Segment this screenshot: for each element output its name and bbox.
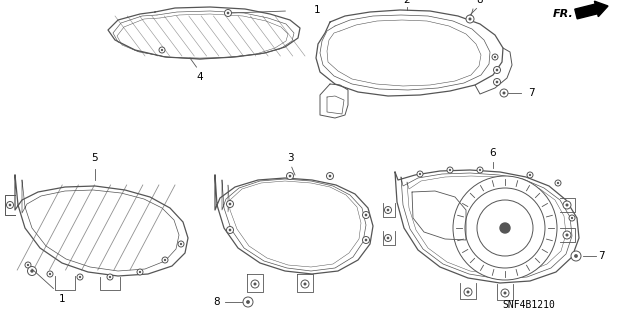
- Circle shape: [385, 206, 392, 213]
- Circle shape: [500, 89, 508, 97]
- Circle shape: [362, 236, 369, 243]
- Text: FR.: FR.: [553, 9, 574, 19]
- Circle shape: [529, 174, 531, 176]
- Text: 3: 3: [287, 153, 293, 163]
- Circle shape: [109, 276, 111, 278]
- Circle shape: [492, 54, 498, 60]
- Circle shape: [49, 273, 51, 275]
- Circle shape: [159, 47, 165, 53]
- Circle shape: [571, 251, 581, 261]
- Circle shape: [465, 188, 545, 268]
- Circle shape: [447, 167, 453, 173]
- Circle shape: [557, 182, 559, 184]
- Circle shape: [137, 269, 143, 275]
- Circle shape: [25, 262, 31, 268]
- Circle shape: [9, 204, 12, 206]
- Circle shape: [329, 175, 332, 177]
- Circle shape: [494, 56, 496, 58]
- Circle shape: [287, 173, 294, 180]
- Text: 4: 4: [196, 72, 204, 82]
- Circle shape: [495, 81, 499, 83]
- Circle shape: [563, 231, 571, 239]
- Circle shape: [365, 239, 367, 241]
- Circle shape: [139, 271, 141, 273]
- Circle shape: [493, 66, 500, 73]
- Circle shape: [30, 269, 34, 273]
- Circle shape: [162, 257, 168, 263]
- Circle shape: [555, 180, 561, 186]
- Text: SNF4B1210: SNF4B1210: [502, 300, 555, 310]
- Circle shape: [571, 217, 573, 219]
- Text: 5: 5: [92, 153, 99, 163]
- Circle shape: [28, 266, 36, 276]
- Circle shape: [77, 274, 83, 280]
- Circle shape: [228, 229, 231, 231]
- Circle shape: [161, 49, 163, 51]
- Circle shape: [468, 18, 472, 20]
- Circle shape: [501, 289, 509, 297]
- Circle shape: [225, 10, 232, 17]
- Circle shape: [569, 215, 575, 221]
- Circle shape: [243, 297, 253, 307]
- Circle shape: [477, 167, 483, 173]
- Circle shape: [362, 211, 369, 219]
- Circle shape: [180, 243, 182, 245]
- Circle shape: [107, 274, 113, 280]
- Text: 7: 7: [598, 251, 605, 261]
- Circle shape: [227, 226, 234, 234]
- Circle shape: [246, 300, 250, 304]
- Circle shape: [466, 15, 474, 23]
- Circle shape: [301, 280, 309, 288]
- Text: 1: 1: [58, 294, 65, 304]
- Text: 1: 1: [314, 5, 321, 15]
- Circle shape: [495, 69, 499, 71]
- Text: 8: 8: [477, 0, 483, 5]
- Circle shape: [47, 271, 53, 277]
- Circle shape: [500, 223, 510, 233]
- Circle shape: [227, 201, 234, 207]
- Circle shape: [251, 280, 259, 288]
- Circle shape: [453, 176, 557, 280]
- Circle shape: [326, 173, 333, 180]
- Circle shape: [6, 202, 13, 209]
- Text: 8: 8: [213, 297, 220, 307]
- Circle shape: [228, 203, 231, 205]
- Circle shape: [449, 169, 451, 171]
- Circle shape: [417, 171, 423, 177]
- Text: 2: 2: [404, 0, 410, 5]
- Circle shape: [566, 204, 568, 206]
- Circle shape: [527, 172, 533, 178]
- Circle shape: [164, 259, 166, 261]
- Circle shape: [178, 241, 184, 247]
- Circle shape: [385, 234, 392, 241]
- Text: 6: 6: [490, 148, 496, 158]
- Circle shape: [574, 254, 578, 258]
- Circle shape: [387, 209, 389, 211]
- Circle shape: [477, 200, 533, 256]
- Circle shape: [467, 291, 470, 293]
- Circle shape: [387, 237, 389, 239]
- Circle shape: [504, 292, 506, 294]
- Circle shape: [79, 276, 81, 278]
- Circle shape: [502, 92, 506, 94]
- Text: 7: 7: [528, 88, 534, 98]
- Circle shape: [27, 264, 29, 266]
- Circle shape: [566, 234, 568, 236]
- Circle shape: [227, 12, 229, 14]
- Circle shape: [365, 214, 367, 216]
- FancyArrow shape: [575, 1, 608, 19]
- Circle shape: [493, 78, 500, 85]
- Circle shape: [303, 283, 307, 286]
- Circle shape: [419, 173, 421, 175]
- Circle shape: [464, 288, 472, 296]
- Circle shape: [289, 175, 291, 177]
- Circle shape: [563, 201, 571, 209]
- Circle shape: [479, 169, 481, 171]
- Circle shape: [253, 283, 257, 286]
